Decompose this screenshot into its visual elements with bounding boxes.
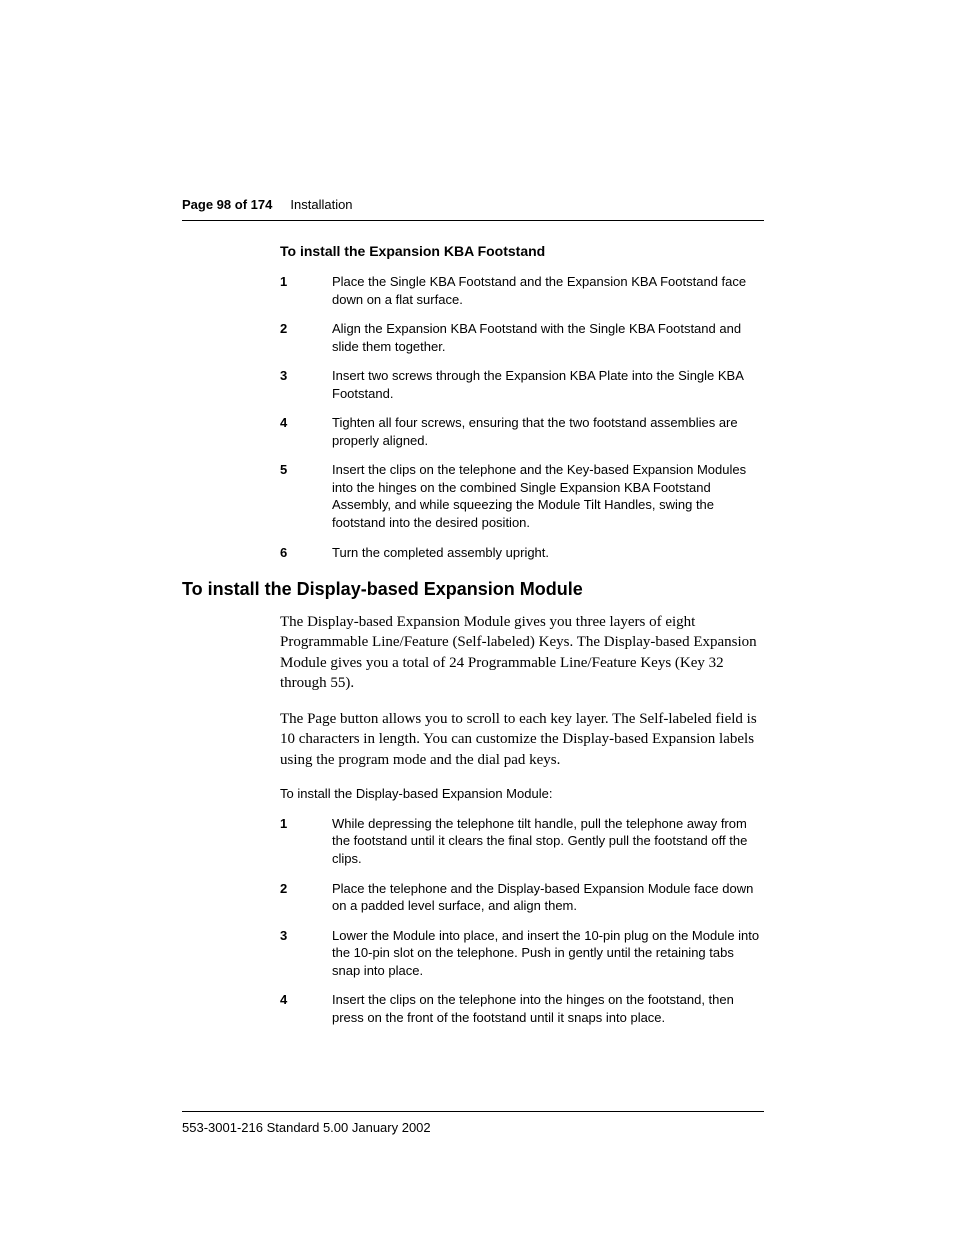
step-number: 6 [280,544,332,562]
step-item: 3 Lower the Module into place, and inser… [280,927,764,980]
step-item: 3 Insert two screws through the Expansio… [280,367,764,402]
step-text: Insert two screws through the Expansion … [332,367,764,402]
step-item: 2 Place the telephone and the Display-ba… [280,880,764,915]
step-item: 5 Insert the clips on the telephone and … [280,461,764,531]
body-paragraph: The Display-based Expansion Module gives… [280,612,764,693]
section-heading-2: To install the Display-based Expansion M… [182,579,764,600]
page-footer: 553-3001-216 Standard 5.00 January 2002 [182,1111,764,1135]
step-number: 3 [280,367,332,402]
step-number: 3 [280,927,332,980]
footer-text: 553-3001-216 Standard 5.00 January 2002 [182,1111,764,1135]
step-text: Insert the clips on the telephone into t… [332,991,764,1026]
page-header: Page 98 of 174 Installation [182,196,764,221]
instruction-line: To install the Display-based Expansion M… [280,786,764,801]
step-number: 1 [280,273,332,308]
step-text: Tighten all four screws, ensuring that t… [332,414,764,449]
step-item: 6 Turn the completed assembly upright. [280,544,764,562]
step-number: 1 [280,815,332,868]
step-item: 2 Align the Expansion KBA Footstand with… [280,320,764,355]
step-item: 1 Place the Single KBA Footstand and the… [280,273,764,308]
subsection-title-1: To install the Expansion KBA Footstand [280,243,764,259]
body-paragraph: The Page button allows you to scroll to … [280,709,764,770]
step-text: Insert the clips on the telephone and th… [332,461,764,531]
step-text: Turn the completed assembly upright. [332,544,764,562]
step-number: 5 [280,461,332,531]
step-text: Place the Single KBA Footstand and the E… [332,273,764,308]
header-text: Page 98 of 174 Installation [182,197,353,212]
step-text: While depressing the telephone tilt hand… [332,815,764,868]
step-item: 4 Insert the clips on the telephone into… [280,991,764,1026]
step-text: Lower the Module into place, and insert … [332,927,764,980]
step-item: 4 Tighten all four screws, ensuring that… [280,414,764,449]
step-text: Place the telephone and the Display-base… [332,880,764,915]
step-number: 2 [280,320,332,355]
step-number: 4 [280,991,332,1026]
step-number: 2 [280,880,332,915]
section-name: Installation [290,197,352,212]
step-list-2: 1 While depressing the telephone tilt ha… [182,815,764,1026]
step-text: Align the Expansion KBA Footstand with t… [332,320,764,355]
step-item: 1 While depressing the telephone tilt ha… [280,815,764,868]
step-list-1: 1 Place the Single KBA Footstand and the… [182,273,764,561]
page-number-label: Page 98 of 174 [182,197,272,212]
document-page: Page 98 of 174 Installation To install t… [0,0,954,1235]
step-number: 4 [280,414,332,449]
